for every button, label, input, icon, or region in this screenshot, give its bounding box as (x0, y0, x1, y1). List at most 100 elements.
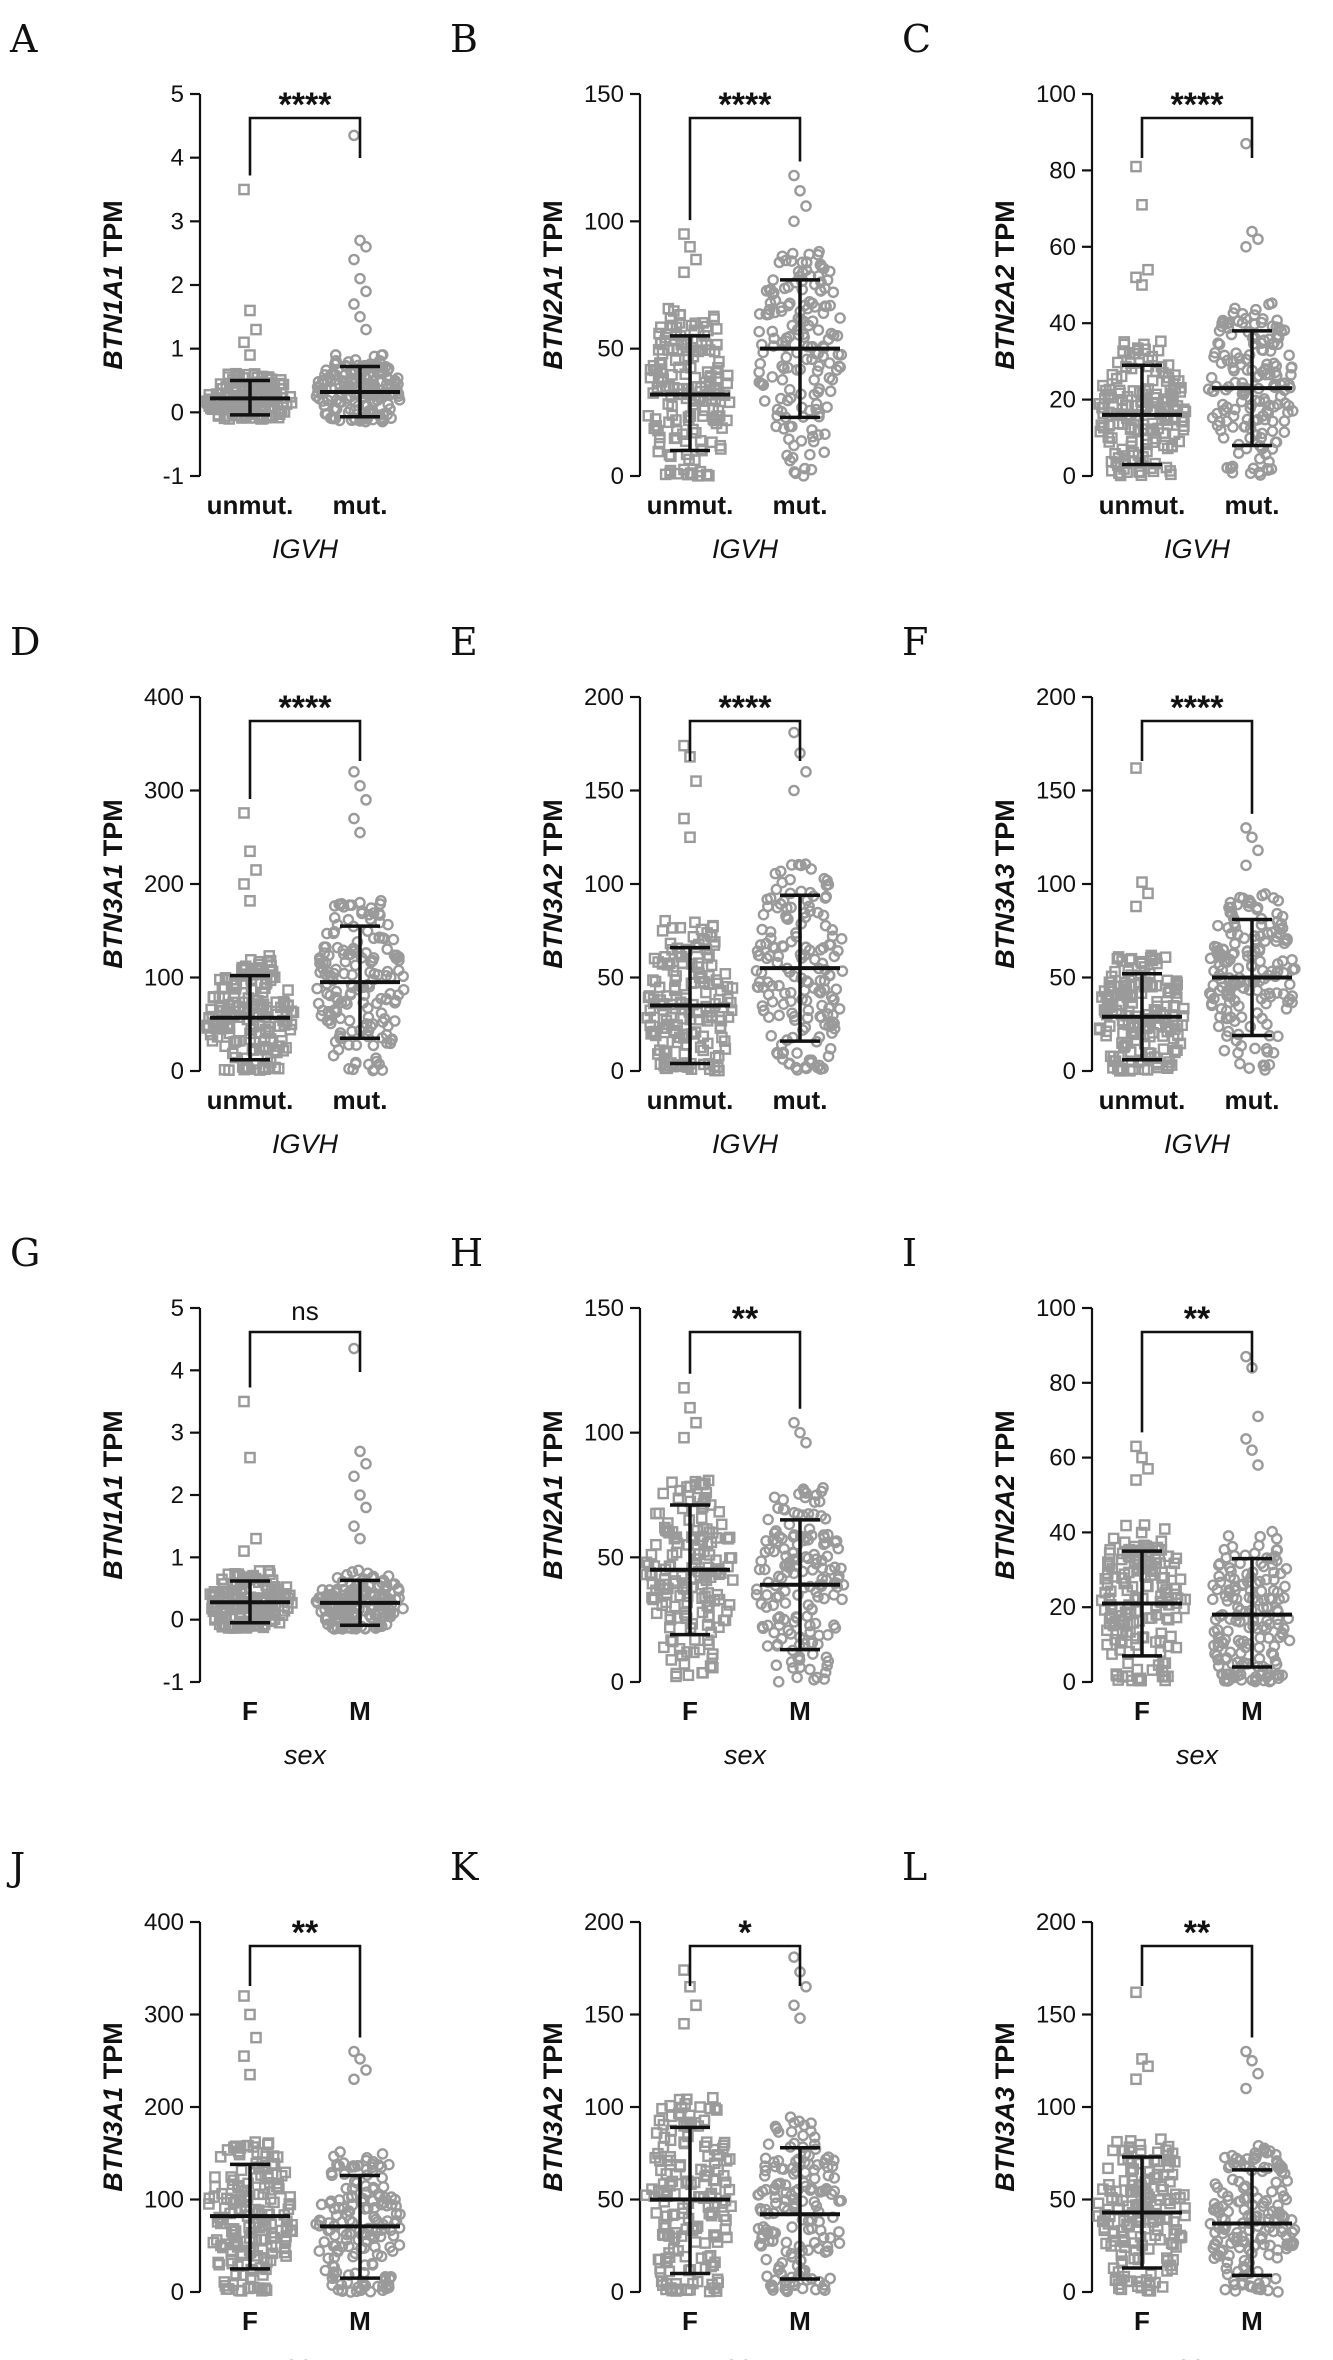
y-tick-label: 0 (611, 1058, 624, 1085)
data-point (206, 1588, 219, 1601)
data-point (781, 2285, 793, 2298)
outlier-point (244, 845, 256, 858)
data-point (257, 2188, 269, 2201)
data-point (648, 364, 661, 377)
outlier-point (348, 1470, 360, 1483)
data-point (1251, 901, 1264, 914)
data-point (226, 2178, 239, 2191)
data-point (1271, 1544, 1284, 1556)
data-point (1235, 1647, 1247, 1659)
significance-bracket (248, 1330, 362, 1388)
data-point (653, 437, 666, 450)
y-tick-label: 200 (144, 871, 184, 898)
x-category-label: mut. (333, 1085, 388, 1115)
y-tick-label: 0 (171, 1607, 184, 1634)
data-point (712, 1049, 725, 1062)
significance-label: **** (719, 689, 773, 727)
data-point (1161, 2254, 1174, 2267)
y-tick-label: 400 (144, 1909, 184, 1936)
data-point (780, 335, 792, 347)
data-point (1170, 1552, 1183, 1565)
data-point (330, 2209, 343, 2222)
y-tick-label: 5 (171, 81, 184, 108)
data-point (1259, 364, 1271, 376)
outlier-point (348, 129, 360, 142)
data-point (1126, 997, 1139, 1009)
data-point (1232, 962, 1245, 975)
x-axis-label: IGVH (712, 534, 779, 564)
data-point (1238, 2203, 1251, 2216)
data-point (768, 332, 780, 345)
data-point (381, 2199, 393, 2212)
data-point (1169, 2155, 1181, 2168)
outlier-point (354, 311, 366, 323)
outlier-point (250, 864, 262, 876)
y-tick-label: 300 (144, 2002, 184, 2029)
data-point (817, 2231, 830, 2244)
outlier-point (348, 253, 360, 266)
data-point (360, 1018, 373, 1030)
data-point (723, 2183, 736, 2196)
outlier-point (354, 780, 366, 792)
data-point (697, 1030, 710, 1043)
data-point (756, 1620, 769, 1633)
y-tick-label: 50 (597, 2187, 624, 2214)
y-tick-label: 2 (171, 272, 184, 299)
outlier-point (794, 1426, 806, 1439)
data-point (1168, 2192, 1181, 2205)
data-point (1150, 1609, 1162, 1621)
data-point (319, 408, 332, 420)
data-point (648, 1591, 661, 1604)
y-tick-label: 5 (171, 1295, 184, 1322)
data-point (662, 1517, 674, 1529)
data-point (704, 371, 717, 384)
data-point (1218, 2151, 1231, 2164)
data-point (1225, 927, 1237, 940)
data-point (280, 1042, 292, 1054)
data-point (1109, 965, 1121, 978)
data-point (1101, 1638, 1113, 1651)
data-point (1100, 2237, 1112, 2250)
data-point (669, 983, 681, 995)
x-category-label: mut. (773, 1085, 828, 1115)
data-point (259, 2282, 271, 2295)
point-cloud-mut (310, 129, 406, 428)
data-point (1217, 944, 1230, 956)
data-point (1128, 2252, 1140, 2265)
data-point (225, 2171, 237, 2183)
data-point (784, 297, 796, 310)
data-point (1274, 2159, 1286, 2171)
data-point (1155, 1535, 1168, 1548)
data-point (700, 468, 713, 481)
data-point (650, 1507, 662, 1520)
data-point (812, 2206, 825, 2218)
y-tick-label: 150 (584, 81, 624, 108)
data-point (361, 2202, 374, 2215)
outlier-point (348, 2045, 360, 2058)
data-point (1226, 460, 1239, 473)
panel-letter: H (450, 1231, 483, 1275)
data-point (1224, 896, 1237, 909)
data-point (1157, 1657, 1169, 1670)
data-point (673, 1643, 686, 1655)
data-point (344, 1576, 357, 1589)
y-tick-label: 4 (171, 145, 184, 172)
data-point (235, 2285, 248, 2297)
significance-label: **** (279, 86, 333, 124)
data-point (1156, 1572, 1168, 1584)
data-point (1159, 951, 1172, 964)
data-point (829, 1622, 842, 1634)
data-point (1212, 919, 1224, 932)
significance-label: ** (1184, 1300, 1211, 1338)
data-point (1165, 387, 1178, 400)
data-point (1267, 1649, 1280, 1661)
data-point (759, 1546, 772, 1558)
data-point (1134, 466, 1146, 479)
y-tick-label: 60 (1049, 1445, 1076, 1472)
data-point (356, 2229, 368, 2241)
data-point (1225, 901, 1238, 914)
data-point (386, 1033, 398, 1045)
data-point (663, 1621, 676, 1634)
data-point (1170, 987, 1182, 999)
